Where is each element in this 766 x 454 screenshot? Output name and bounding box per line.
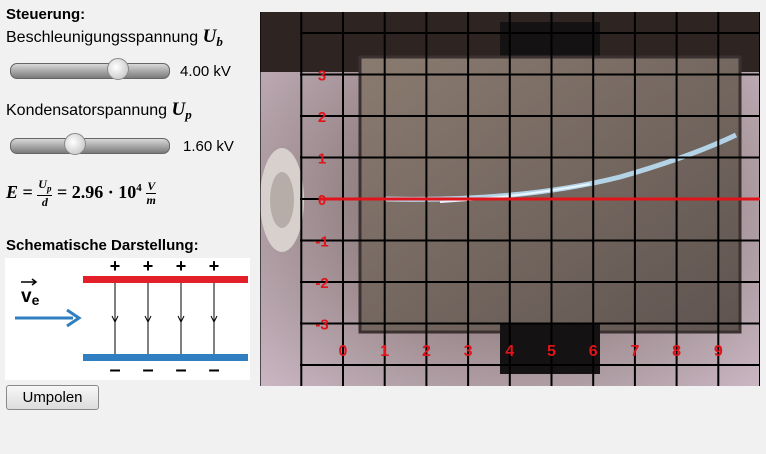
x-label: 0 bbox=[339, 343, 348, 360]
x-label: 3 bbox=[464, 343, 473, 360]
minus-sign: – bbox=[175, 359, 186, 380]
y-label: -1 bbox=[315, 234, 328, 251]
minus-sign: – bbox=[109, 359, 120, 380]
x-label: 6 bbox=[589, 343, 598, 360]
x-label: 1 bbox=[380, 343, 389, 360]
velocity-subscript: e bbox=[32, 292, 40, 308]
y-label: 3 bbox=[318, 68, 326, 85]
formula-equals: = bbox=[22, 181, 33, 202]
y-label: -2 bbox=[315, 275, 328, 292]
label-text: Beschleunigungsspannung bbox=[6, 29, 199, 46]
fraction: Up d bbox=[37, 177, 53, 210]
y-label: -3 bbox=[315, 317, 328, 334]
minus-sign: – bbox=[208, 359, 219, 380]
subscript: b bbox=[216, 34, 223, 50]
velocity: ve bbox=[21, 286, 40, 308]
field-arrow bbox=[111, 315, 119, 324]
formula-result: = 2.96 · 10 bbox=[56, 181, 137, 202]
symbol: U bbox=[171, 99, 186, 120]
formula-lhs: E bbox=[6, 181, 19, 202]
slider-track[interactable] bbox=[10, 138, 170, 154]
label-text: Kondensatorspannung bbox=[6, 102, 168, 119]
y-label: 1 bbox=[318, 151, 326, 168]
x-label: 9 bbox=[714, 343, 723, 360]
slider-value: 4.00 kV bbox=[180, 63, 231, 80]
denominator: d bbox=[41, 195, 48, 210]
plus-sign: + bbox=[110, 258, 121, 276]
x-label: 5 bbox=[547, 343, 556, 360]
slider-label: Kondensatorspannung Up bbox=[6, 99, 192, 123]
plus-sign: + bbox=[209, 258, 220, 276]
slider-value: 1.60 kV bbox=[183, 138, 234, 155]
unit-denominator: m bbox=[146, 193, 156, 208]
field-arrow bbox=[210, 315, 218, 324]
exponent: 4 bbox=[136, 181, 142, 194]
x-label: 7 bbox=[630, 343, 639, 360]
plus-sign: + bbox=[176, 258, 187, 276]
heading: Steuerung: bbox=[6, 6, 86, 23]
subscript: p bbox=[185, 107, 192, 123]
field-arrow bbox=[144, 315, 152, 324]
symbol: U bbox=[202, 26, 217, 47]
schematic: ve + + + + – – – – bbox=[5, 258, 250, 380]
y-label: 2 bbox=[318, 109, 326, 126]
screen-image: 01234567893210-1-2-3 bbox=[260, 12, 760, 386]
unit-numerator: V bbox=[146, 179, 157, 195]
velocity-symbol: v bbox=[21, 286, 32, 307]
schematic-heading: Schematische Darstellung: bbox=[6, 237, 199, 254]
slider-label: Beschleunigungsspannung Ub bbox=[6, 26, 223, 50]
plus-sign: + bbox=[143, 258, 154, 276]
slider-thumb[interactable] bbox=[107, 58, 129, 80]
x-label: 2 bbox=[422, 343, 431, 360]
numerator-subscript: p bbox=[46, 183, 52, 194]
slider-track[interactable] bbox=[10, 63, 170, 79]
slider-thumb[interactable] bbox=[64, 133, 86, 155]
field-arrow bbox=[177, 315, 185, 324]
x-label: 4 bbox=[505, 343, 514, 360]
x-label: 8 bbox=[672, 343, 681, 360]
umpolen-button[interactable]: Umpolen bbox=[6, 385, 99, 410]
minus-sign: – bbox=[142, 359, 153, 380]
numerator: U bbox=[38, 177, 47, 191]
